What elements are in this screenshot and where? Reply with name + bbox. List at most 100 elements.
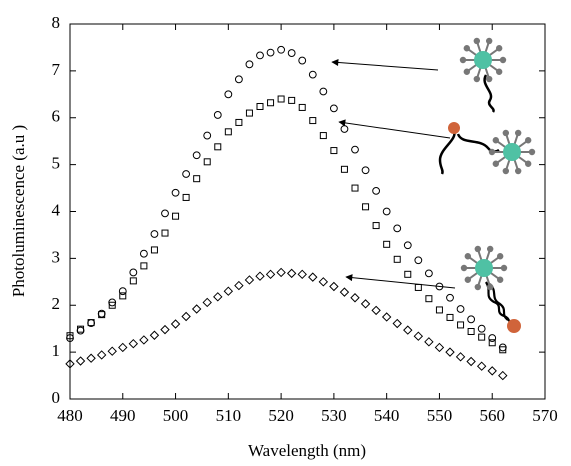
point [467,315,476,324]
point [329,281,339,292]
point [235,118,243,126]
point [107,346,117,356]
spoke-tip [474,245,482,253]
point [424,337,434,347]
spoke-tip [496,253,504,260]
point [478,333,486,341]
point [75,356,86,366]
point [77,325,85,333]
ball [507,319,521,333]
core [474,51,492,69]
point [446,313,454,321]
point [139,335,149,345]
point [245,109,253,117]
point [466,356,476,367]
spoke-tip [485,37,493,45]
point [297,269,307,280]
point [192,151,201,160]
y-tick-label: 4 [52,200,61,219]
point [223,286,234,296]
point [224,90,233,99]
arrow [338,119,451,139]
point [129,277,137,285]
point [446,293,454,302]
x-tick-label: 500 [163,406,189,425]
spoke-tip [492,137,500,144]
point [488,339,496,347]
point [393,255,401,263]
point [76,326,85,335]
point [383,240,391,248]
point [404,270,412,278]
point [139,249,148,258]
spoke-tip [460,264,468,272]
x-axis-label: Wavelength (nm) [248,441,366,460]
core [475,259,493,277]
spoke-tip [486,245,494,253]
point [498,370,508,381]
spoke-tip [463,68,471,75]
point [309,117,317,125]
y-tick-label: 7 [52,60,61,79]
spoke-tip [495,45,503,52]
spoke-tip [488,148,496,156]
spoke-tip [524,137,532,144]
y-tick-label: 2 [52,294,61,313]
point [381,312,392,322]
spoke-tip [496,276,504,283]
point [319,132,327,140]
point [350,293,360,303]
point [66,332,74,340]
point [360,299,371,309]
point [488,334,497,342]
point [277,95,285,103]
point [118,342,128,353]
point [403,325,413,335]
point [498,343,507,352]
point [435,282,444,291]
point [203,131,212,140]
point [372,222,380,230]
point [340,125,349,133]
point [181,311,191,322]
point [161,209,169,218]
point [414,256,423,265]
point [393,224,402,233]
point [150,230,159,238]
spoke-tip [486,283,494,291]
point [256,103,264,110]
point [96,350,107,360]
point [170,319,181,329]
point [182,193,190,201]
point [172,212,180,220]
point [499,346,507,354]
y-tick-label: 6 [52,107,61,126]
spoke-tip [495,68,503,75]
arrow [345,274,456,289]
point [224,128,232,136]
point [202,297,212,308]
point [140,262,148,270]
point [255,271,265,281]
point [213,111,222,119]
spoke-tip [464,253,472,260]
point [87,319,95,327]
point [119,292,127,300]
x-tick-label: 540 [374,406,400,425]
y-tick-label: 3 [52,247,61,266]
point [214,143,222,151]
point [340,165,348,173]
point [86,353,96,363]
point [213,292,223,302]
point [382,207,391,216]
x-tick-label: 530 [321,406,347,425]
point [171,188,180,197]
point [149,330,160,340]
point [193,175,201,183]
spoke-tip [499,56,507,64]
point [128,338,139,349]
y-tick-label: 1 [52,341,61,360]
point [286,268,297,279]
point [487,366,497,376]
